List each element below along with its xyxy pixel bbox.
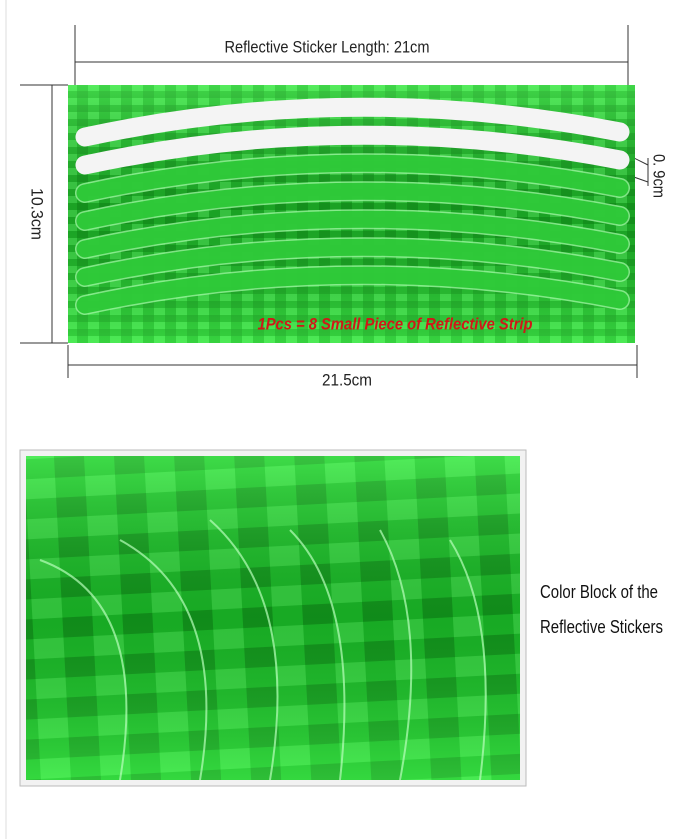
caption-line: Reflective Stickers — [540, 617, 663, 637]
note: 1Pcs = 8 Small Piece of Reflective Strip — [258, 314, 533, 333]
strips — [75, 97, 630, 315]
closeup-strip-edges — [39, 519, 487, 781]
closeup-shade — [26, 456, 520, 780]
bottom-label: 21.5cm — [322, 370, 372, 389]
length-label: Reflective Sticker Length: 21cm — [225, 37, 430, 56]
width-label: 0. 9cm — [650, 154, 669, 198]
caption-line: Color Block of the — [540, 582, 658, 602]
height-label: 10.3cm — [28, 188, 47, 240]
